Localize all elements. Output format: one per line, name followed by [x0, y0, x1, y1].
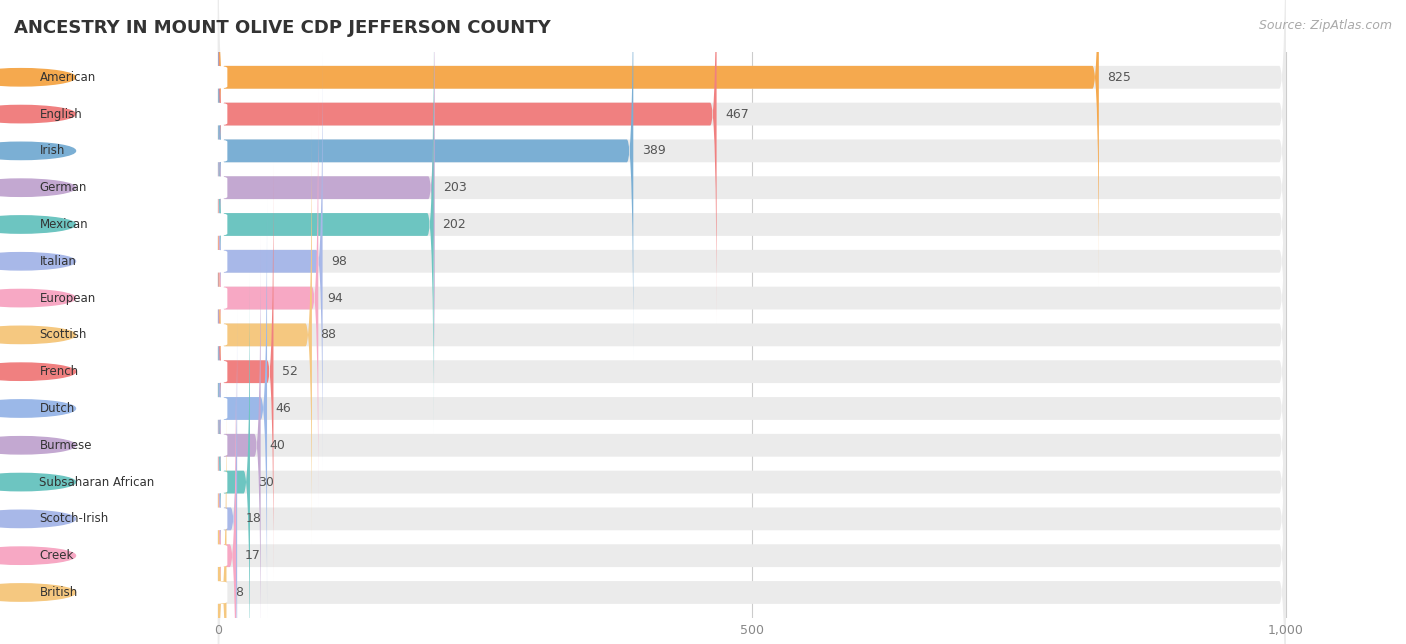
Text: Burmese: Burmese [39, 439, 91, 452]
FancyBboxPatch shape [218, 162, 1285, 581]
Circle shape [0, 252, 76, 270]
FancyBboxPatch shape [4, 360, 228, 383]
Circle shape [0, 510, 76, 527]
Text: 203: 203 [443, 181, 467, 194]
Text: Italian: Italian [39, 255, 76, 268]
Text: American: American [39, 71, 96, 84]
Circle shape [0, 106, 76, 123]
FancyBboxPatch shape [218, 0, 434, 397]
FancyBboxPatch shape [218, 0, 1285, 323]
FancyBboxPatch shape [218, 383, 1285, 644]
FancyBboxPatch shape [218, 15, 1285, 434]
FancyBboxPatch shape [218, 15, 433, 434]
FancyBboxPatch shape [218, 236, 1285, 644]
Text: 8: 8 [235, 586, 243, 599]
Text: English: English [39, 108, 82, 120]
Text: 94: 94 [326, 292, 343, 305]
FancyBboxPatch shape [4, 250, 228, 272]
FancyBboxPatch shape [218, 346, 236, 644]
FancyBboxPatch shape [218, 272, 250, 644]
Text: ANCESTRY IN MOUNT OLIVE CDP JEFFERSON COUNTY: ANCESTRY IN MOUNT OLIVE CDP JEFFERSON CO… [14, 19, 551, 37]
FancyBboxPatch shape [218, 0, 1285, 397]
FancyBboxPatch shape [218, 0, 1285, 360]
Circle shape [0, 69, 76, 86]
Circle shape [0, 216, 76, 233]
FancyBboxPatch shape [4, 287, 228, 310]
Circle shape [0, 547, 76, 564]
FancyBboxPatch shape [218, 272, 1285, 644]
Text: 17: 17 [245, 549, 260, 562]
FancyBboxPatch shape [218, 126, 1285, 544]
Text: European: European [39, 292, 96, 305]
Text: 40: 40 [269, 439, 285, 452]
Text: 88: 88 [321, 328, 336, 341]
FancyBboxPatch shape [218, 52, 1285, 471]
FancyBboxPatch shape [218, 0, 717, 323]
Text: 825: 825 [1108, 71, 1132, 84]
FancyBboxPatch shape [4, 66, 228, 89]
Text: 30: 30 [259, 475, 274, 489]
FancyBboxPatch shape [4, 434, 228, 457]
FancyBboxPatch shape [218, 162, 273, 581]
FancyBboxPatch shape [218, 0, 1285, 287]
Text: German: German [39, 181, 87, 194]
Circle shape [0, 142, 76, 160]
FancyBboxPatch shape [218, 236, 260, 644]
Text: Dutch: Dutch [39, 402, 75, 415]
Text: Irish: Irish [39, 144, 65, 157]
FancyBboxPatch shape [218, 89, 1285, 507]
FancyBboxPatch shape [4, 471, 228, 493]
FancyBboxPatch shape [218, 0, 1099, 287]
Text: 18: 18 [246, 513, 262, 526]
Circle shape [0, 437, 76, 454]
FancyBboxPatch shape [4, 140, 228, 162]
Circle shape [0, 327, 76, 343]
Circle shape [0, 363, 76, 381]
FancyBboxPatch shape [4, 323, 228, 346]
FancyBboxPatch shape [218, 52, 322, 471]
Text: Creek: Creek [39, 549, 73, 562]
Text: French: French [39, 365, 79, 378]
Text: Subsaharan African: Subsaharan African [39, 475, 155, 489]
FancyBboxPatch shape [4, 176, 228, 199]
FancyBboxPatch shape [4, 507, 228, 530]
FancyBboxPatch shape [4, 544, 228, 567]
FancyBboxPatch shape [4, 102, 228, 126]
Circle shape [0, 179, 76, 196]
Circle shape [0, 473, 76, 491]
FancyBboxPatch shape [4, 397, 228, 420]
Text: 46: 46 [276, 402, 291, 415]
Text: 389: 389 [641, 144, 665, 157]
Text: 52: 52 [283, 365, 298, 378]
Text: Scottish: Scottish [39, 328, 87, 341]
Text: Mexican: Mexican [39, 218, 89, 231]
FancyBboxPatch shape [218, 310, 238, 644]
FancyBboxPatch shape [218, 199, 1285, 618]
Text: 202: 202 [441, 218, 465, 231]
Text: Source: ZipAtlas.com: Source: ZipAtlas.com [1258, 19, 1392, 32]
FancyBboxPatch shape [218, 383, 226, 644]
FancyBboxPatch shape [4, 213, 228, 236]
Text: British: British [39, 586, 77, 599]
Circle shape [0, 584, 76, 601]
FancyBboxPatch shape [218, 346, 1285, 644]
FancyBboxPatch shape [218, 0, 633, 360]
Circle shape [0, 289, 76, 307]
Text: Scotch-Irish: Scotch-Irish [39, 513, 108, 526]
FancyBboxPatch shape [4, 581, 228, 604]
Circle shape [0, 400, 76, 417]
Text: 467: 467 [725, 108, 749, 120]
FancyBboxPatch shape [218, 199, 267, 618]
FancyBboxPatch shape [218, 89, 318, 507]
FancyBboxPatch shape [218, 310, 1285, 644]
FancyBboxPatch shape [218, 126, 312, 544]
Text: 98: 98 [332, 255, 347, 268]
